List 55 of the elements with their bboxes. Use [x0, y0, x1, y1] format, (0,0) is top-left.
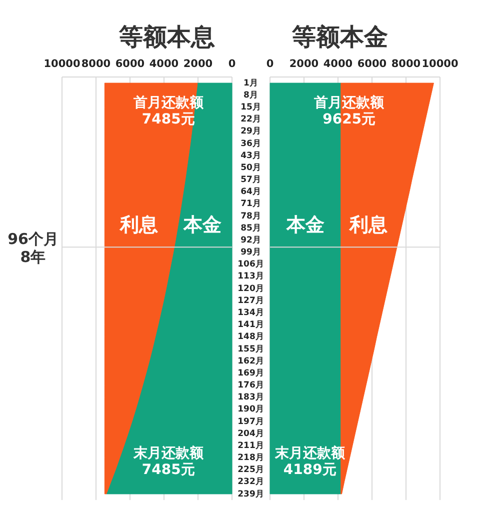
y-tick-label: 71月	[240, 198, 262, 210]
x-tick-label: 4000	[323, 58, 353, 70]
y-tick-label: 155月	[238, 343, 264, 354]
y-tick-label: 36月	[240, 138, 262, 149]
annotation: 末月还款额 7485元	[132, 444, 204, 478]
y-tick-label: 141月	[238, 319, 264, 330]
series-label: 利息	[119, 214, 158, 236]
ref-line-label: 96个月 8年	[8, 230, 58, 266]
y-tick-label: 232月	[238, 476, 264, 488]
y-tick-label: 127月	[238, 294, 264, 306]
x-tick-label: 8000	[391, 58, 421, 70]
y-tick-label: 134月	[238, 307, 264, 318]
series-label: 利息	[348, 214, 388, 236]
series-label: 本金	[285, 214, 324, 236]
y-tick-label: 57月	[240, 174, 262, 186]
chart-title: 等额本息	[118, 23, 215, 51]
x-tick-label: 2000	[289, 58, 319, 70]
y-tick-label: 239月	[238, 488, 264, 500]
y-tick-label: 190月	[238, 404, 264, 415]
y-tick-label: 211月	[238, 440, 264, 451]
y-tick-label: 92月	[240, 234, 262, 246]
y-tick-label: 15月	[240, 102, 262, 113]
y-tick-label: 99月	[240, 246, 262, 258]
x-tick-label: 8000	[81, 58, 111, 70]
y-tick-label: 43月	[240, 150, 262, 161]
y-tick-label: 225月	[238, 464, 264, 476]
y-tick-label: 8月	[244, 89, 258, 100]
y-tick-label: 29月	[240, 126, 262, 137]
x-tick-label: 2000	[183, 58, 213, 70]
y-tick-label: 162月	[238, 355, 264, 366]
y-tick-label: 50月	[240, 162, 262, 173]
y-tick-label: 78月	[240, 210, 262, 222]
x-tick-label: 4000	[149, 58, 179, 70]
y-tick-label: 218月	[238, 452, 264, 464]
x-tick-label: 0	[228, 58, 236, 70]
series-label: 本金	[182, 214, 222, 236]
y-tick-label: 176月	[238, 380, 264, 391]
y-tick-label: 106月	[238, 258, 264, 270]
y-tick-label: 197月	[238, 416, 264, 427]
x-tick-label: 0	[266, 58, 274, 70]
y-tick-label: 64月	[240, 186, 262, 198]
y-tick-label: 183月	[238, 392, 264, 403]
chart-title: 等额本金	[291, 23, 388, 51]
x-tick-label: 10000	[422, 58, 458, 70]
x-tick-label: 6000	[357, 58, 387, 70]
y-tick-label: 148月	[238, 331, 264, 342]
x-tick-label: 10000	[44, 58, 80, 70]
x-tick-label: 6000	[115, 58, 145, 70]
y-tick-label: 113月	[238, 270, 264, 282]
y-tick-label: 85月	[240, 222, 262, 234]
y-tick-label: 1月	[244, 77, 258, 88]
y-tick-label: 169月	[238, 367, 264, 378]
y-tick-label: 22月	[240, 114, 262, 125]
y-tick-label: 120月	[238, 282, 264, 294]
y-tick-label: 204月	[238, 428, 264, 439]
